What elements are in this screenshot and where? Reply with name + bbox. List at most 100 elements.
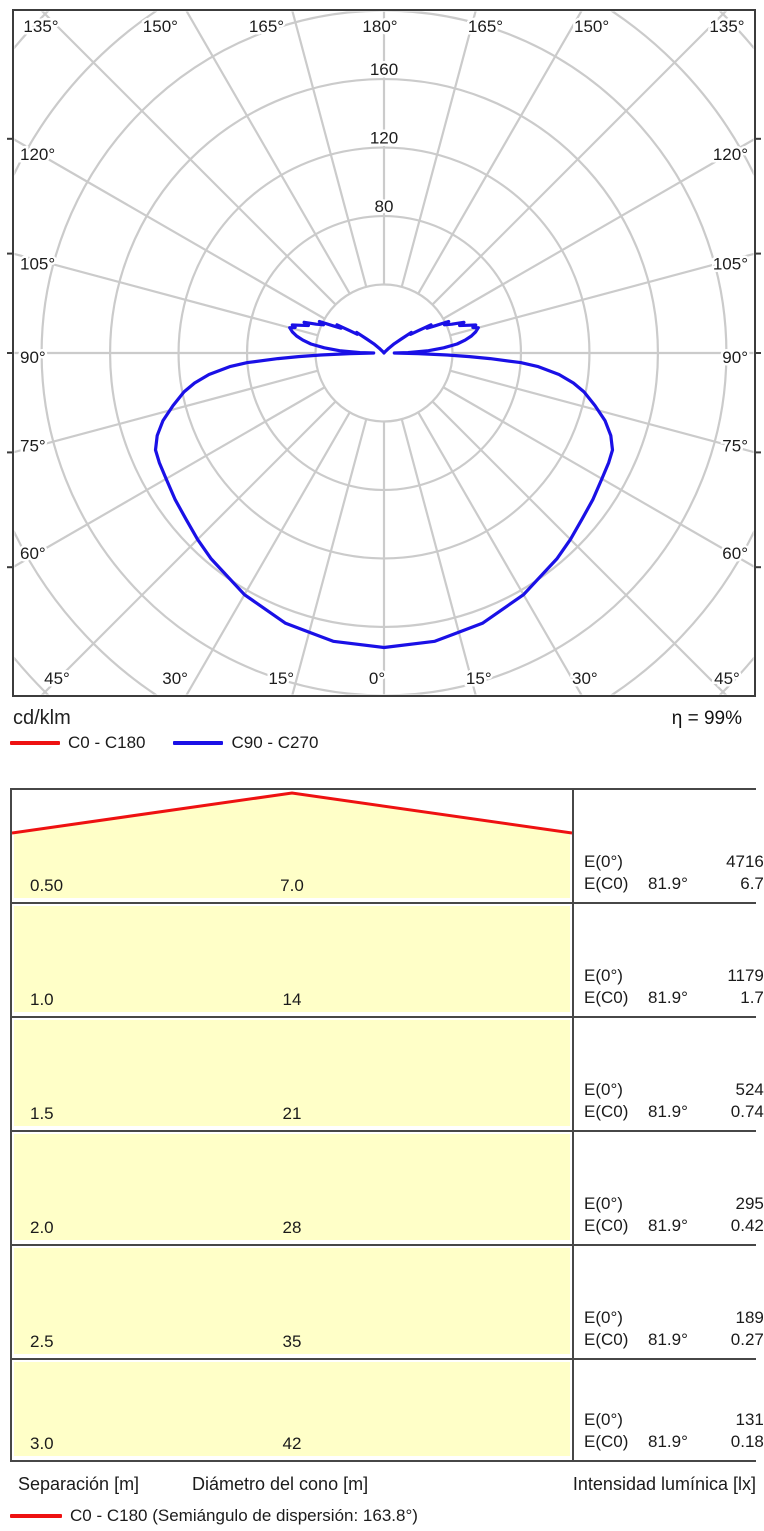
e0-value: 295 — [735, 1194, 764, 1213]
separation-value: 2.5 — [30, 1332, 54, 1351]
cone-cell: 3.0 42 — [12, 1360, 574, 1460]
angle-label: 30° — [162, 669, 188, 688]
angle-label: 0° — [369, 669, 385, 688]
angle-label: 75° — [722, 436, 748, 455]
table-row: 3.0 42 E(0°) 131 E(C0) 81.9° 0.18 — [12, 1358, 764, 1460]
ring-label: 120 — [370, 129, 398, 148]
angle-label: 15° — [268, 669, 294, 688]
cone-cell: 1.5 21 — [12, 1018, 574, 1130]
separation-value: 1.0 — [30, 990, 54, 1009]
e0-label: E(0°) — [584, 852, 623, 871]
cone-diameter-value: 28 — [282, 1218, 302, 1237]
e0-value: 131 — [735, 1410, 764, 1429]
e0-angle — [648, 965, 688, 987]
ec0-angle: 81.9° — [648, 874, 688, 893]
angle-label: 45° — [44, 669, 70, 688]
ec0-value: 1.7 — [740, 988, 764, 1007]
angle-label: 135° — [709, 17, 744, 36]
angle-label: 45° — [714, 669, 740, 688]
cone-fill — [14, 1020, 570, 1126]
ec0-value: 0.42 — [730, 1216, 764, 1235]
polar-grid — [14, 11, 754, 695]
legend-label: C0 - C180 — [68, 733, 146, 752]
cone-cell: 0.50 7.0 — [12, 790, 574, 902]
illuminance-cell: E(0°) 131 E(C0) 81.9° 0.18 — [574, 1360, 764, 1460]
angle-label: 60° — [722, 544, 748, 563]
ec0-angle: 81.9° — [648, 1432, 688, 1451]
cone-diameter-value: 42 — [282, 1434, 302, 1453]
separation-value: 1.5 — [30, 1104, 54, 1123]
angle-label: 90° — [722, 348, 748, 367]
cone-diameter-value: 14 — [282, 990, 302, 1009]
illuminance-cell: E(0°) 4716 E(C0) 81.9° 6.7 — [574, 790, 764, 902]
ec0-angle: 81.9° — [648, 1102, 688, 1121]
ring-label: 80 — [375, 197, 394, 216]
angle-label: 90° — [20, 348, 46, 367]
angle-label: 165° — [468, 17, 503, 36]
cone-diameter-value: 7.0 — [280, 876, 304, 895]
separation-value: 3.0 — [30, 1434, 54, 1453]
ec0-value: 0.27 — [730, 1330, 764, 1349]
angle-label: 150° — [143, 17, 178, 36]
legend-entry: C90 - C270 — [173, 733, 318, 753]
angle-label: 180° — [362, 17, 397, 36]
e0-label: E(0°) — [584, 966, 623, 985]
table-row: 1.0 14 E(0°) 1179 E(C0) 81.9° 1.7 — [12, 902, 764, 1016]
angle-label: 120° — [20, 145, 55, 164]
ec0-value: 0.18 — [730, 1432, 764, 1451]
polar-legend: C0 - C180 C90 - C270 — [10, 733, 318, 753]
angle-label: 105° — [20, 255, 55, 274]
column-header-diameter: Diámetro del cono [m] — [192, 1474, 369, 1494]
legend-line-swatch — [10, 741, 60, 745]
cone-diameter-value: 21 — [282, 1104, 302, 1123]
illuminance-cell: E(0°) 1179 E(C0) 81.9° 1.7 — [574, 904, 764, 1016]
table-row: 1.5 21 E(0°) 524 E(C0) 81.9° 0.74 — [12, 1016, 764, 1130]
e0-label: E(0°) — [584, 1410, 623, 1429]
illuminance-cell: E(0°) 295 E(C0) 81.9° 0.42 — [574, 1132, 764, 1244]
ec0-label: E(C0) — [584, 1102, 629, 1121]
e0-value: 1179 — [727, 966, 764, 985]
angle-label: 75° — [20, 436, 46, 455]
cone-diagram-table: 0.50 7.0 E(0°) 4716 E(C0) 81.9° 6.7 1.0 14 E(0°) 1… — [10, 788, 764, 1462]
column-header-separation: Separación [m] — [18, 1474, 140, 1494]
cone-fill — [14, 1362, 570, 1456]
e0-angle — [648, 1409, 688, 1431]
cone-table-footer: Separación [m] Diámetro del cono [m] Int… — [10, 1474, 756, 1498]
illuminance-cell: E(0°) 189 E(C0) 81.9° 0.27 — [574, 1246, 764, 1358]
ec0-label: E(C0) — [584, 1432, 629, 1451]
table-row: 2.5 35 E(0°) 189 E(C0) 81.9° 0.27 — [12, 1244, 764, 1358]
ec0-value: 0.74 — [730, 1102, 764, 1121]
unit-label: cd/klm — [13, 707, 71, 729]
e0-angle — [648, 1307, 688, 1329]
e0-value: 189 — [735, 1308, 764, 1327]
angle-label: 15° — [466, 669, 492, 688]
polar-chart-footer: cd/klm η = 99% C0 - C180 C90 - C270 — [0, 704, 764, 756]
angle-label: 150° — [574, 17, 609, 36]
ec0-label: E(C0) — [584, 1216, 629, 1235]
legend-label: C90 - C270 — [231, 733, 319, 752]
angle-label: 135° — [23, 17, 58, 36]
ec0-label: E(C0) — [584, 988, 629, 1007]
cone-fill — [14, 1248, 570, 1354]
column-header-intensity: Intensidad lumínica [lx] — [572, 1474, 756, 1494]
e0-angle — [648, 1079, 688, 1101]
polar-photometric-diagram: 80 120 160 0° 15° 15° 30° 30° 45° 45° 60° 60° 75° 75°… — [0, 0, 764, 756]
cone-beam-drawing — [12, 791, 572, 898]
table-row: 2.0 28 E(0°) 295 E(C0) 81.9° 0.42 — [12, 1130, 764, 1244]
cone-legend-label: C0 - C180 (Semiángulo de dispersión: 163… — [70, 1506, 418, 1525]
e0-value: 524 — [735, 1080, 764, 1099]
ec0-angle: 81.9° — [648, 1330, 688, 1349]
cone-cell: 2.5 35 — [12, 1246, 574, 1358]
separation-value: 2.0 — [30, 1218, 54, 1237]
illuminance-cell: E(0°) 524 E(C0) 81.9° 0.74 — [574, 1018, 764, 1130]
ring-label: 160 — [370, 60, 398, 79]
e0-angle — [648, 851, 688, 873]
separation-value: 0.50 — [30, 876, 64, 895]
red-line-swatch — [10, 1514, 62, 1518]
ec0-label: E(C0) — [584, 874, 629, 893]
ec0-angle: 81.9° — [648, 1216, 688, 1235]
ec0-angle: 81.9° — [648, 988, 688, 1007]
cone-diagram-section: 0.50 7.0 E(0°) 4716 E(C0) 81.9° 6.7 1.0 14 E(0°) 1… — [0, 788, 764, 1526]
table-row: 0.50 7.0 E(0°) 4716 E(C0) 81.9° 6.7 — [12, 790, 764, 902]
cone-fill — [14, 906, 570, 1012]
